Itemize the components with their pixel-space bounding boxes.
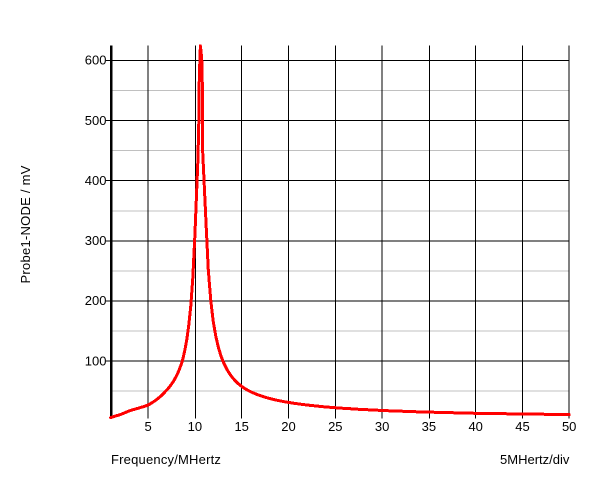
svg-text:400: 400 <box>85 173 107 188</box>
svg-text:200: 200 <box>85 293 107 308</box>
svg-text:5MHertz/div: 5MHertz/div <box>500 452 570 467</box>
svg-text:25: 25 <box>328 419 342 434</box>
svg-text:5: 5 <box>144 419 151 434</box>
svg-text:100: 100 <box>85 353 107 368</box>
svg-text:15: 15 <box>234 419 248 434</box>
svg-text:10: 10 <box>188 419 202 434</box>
svg-text:30: 30 <box>375 419 389 434</box>
svg-text:50: 50 <box>562 419 576 434</box>
svg-text:35: 35 <box>422 419 436 434</box>
svg-text:300: 300 <box>85 233 107 248</box>
svg-text:500: 500 <box>85 113 107 128</box>
svg-text:40: 40 <box>468 419 482 434</box>
svg-text:Frequency/MHertz: Frequency/MHertz <box>111 452 221 467</box>
svg-text:Probe1-NODE / mV: Probe1-NODE / mV <box>18 165 33 283</box>
svg-text:600: 600 <box>85 53 107 68</box>
svg-text:20: 20 <box>281 419 295 434</box>
svg-text:45: 45 <box>515 419 529 434</box>
